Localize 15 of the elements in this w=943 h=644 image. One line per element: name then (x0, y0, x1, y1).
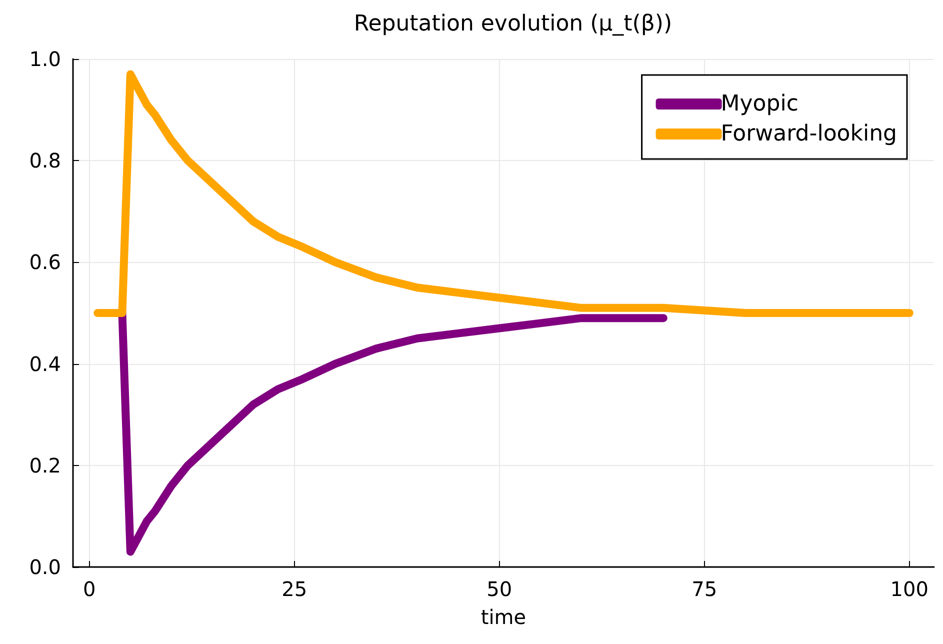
y-tick-label: 0.0 (29, 555, 61, 579)
y-tick-label: 0.2 (29, 453, 61, 478)
legend-label: Forward-looking (720, 122, 898, 146)
y-tick-label: 0.8 (29, 148, 61, 173)
x-tick-label: 50 (486, 577, 512, 601)
x-tick-label: 75 (692, 577, 718, 601)
x-tick-label: 25 (282, 577, 308, 601)
chart-title: Reputation evolution (μ_t(β)) (354, 12, 672, 36)
y-tick-label: 0.6 (29, 250, 61, 274)
x-axis-title: time (480, 605, 526, 629)
x-tick-label: 100 (890, 577, 928, 601)
y-tick-label: 0.4 (29, 352, 61, 376)
x-tick-label: 0 (83, 577, 96, 601)
y-tick-label: 1.0 (29, 47, 61, 71)
legend-label: Myopic (720, 92, 798, 116)
